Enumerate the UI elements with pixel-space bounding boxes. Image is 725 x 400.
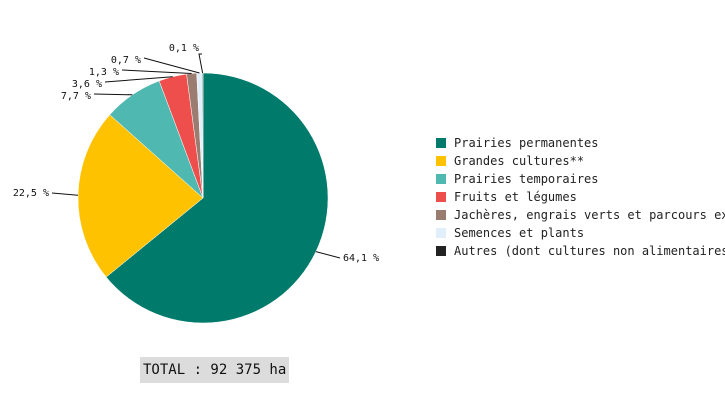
legend-swatch: [436, 192, 446, 202]
pie-slice-grandes-cultures: [77, 114, 204, 278]
legend-item-fruits-et-legumes: Fruits et légumes: [454, 190, 577, 204]
legend-item-semences-et-plants: Semences et plants: [454, 226, 584, 240]
pie-slices: [77, 72, 329, 324]
legend-swatch: [436, 210, 446, 220]
slice-label-semences-et-plants: 0,7 %: [111, 55, 141, 66]
leader-line: [315, 251, 341, 259]
slice-labels: 64,1 % 22,5 % 7,7 %3,6 %1,3 %0,7 % 0,1 %: [13, 43, 379, 264]
legend-swatch: [436, 156, 446, 166]
leader-line: [143, 57, 200, 74]
slice-label-fruits-et-legumes: 3,6 %: [72, 79, 102, 90]
legend: Prairies permanentes Grandes cultures** Pr…: [436, 136, 725, 258]
legend-swatch: [436, 174, 446, 184]
legend-swatch: [436, 228, 446, 238]
legend-swatch: [436, 138, 446, 148]
leader-line: [198, 53, 204, 74]
slice-label-prairies-temporaires: 7,7 %: [61, 91, 91, 102]
leader-line: [93, 93, 133, 96]
legend-item-grandes-cultures: Grandes cultures**: [454, 154, 584, 168]
slice-label-jacheres-engrais-verts-et-parcours-ex: 1,3 %: [89, 67, 119, 78]
legend-swatch: [436, 246, 446, 256]
legend-item-prairies-permanentes: Prairies permanentes: [454, 136, 599, 150]
leader-line: [121, 69, 192, 74]
leader-line: [104, 76, 173, 83]
slice-label-prairies-permanentes: 64,1 %: [343, 253, 379, 264]
legend-item-prairies-temporaires: Prairies temporaires: [454, 172, 599, 186]
slice-label-grandes-cultures: 22,5 %: [13, 188, 49, 199]
total-label: TOTAL : 92 375 ha: [140, 357, 290, 383]
leader-line: [51, 192, 79, 196]
legend-item-jacheres-engrais-verts-et-parcours-ex: Jachères, engrais verts et parcours ex: [454, 208, 725, 222]
pie-slice-prairies-permanentes: [105, 72, 329, 324]
slice-label-autres-dont-cultures-non-alimentaires: 0,1 %: [169, 43, 199, 54]
legend-item-autres-dont-cultures-non-alimentaires: Autres (dont cultures non alimentaires: [454, 244, 725, 258]
